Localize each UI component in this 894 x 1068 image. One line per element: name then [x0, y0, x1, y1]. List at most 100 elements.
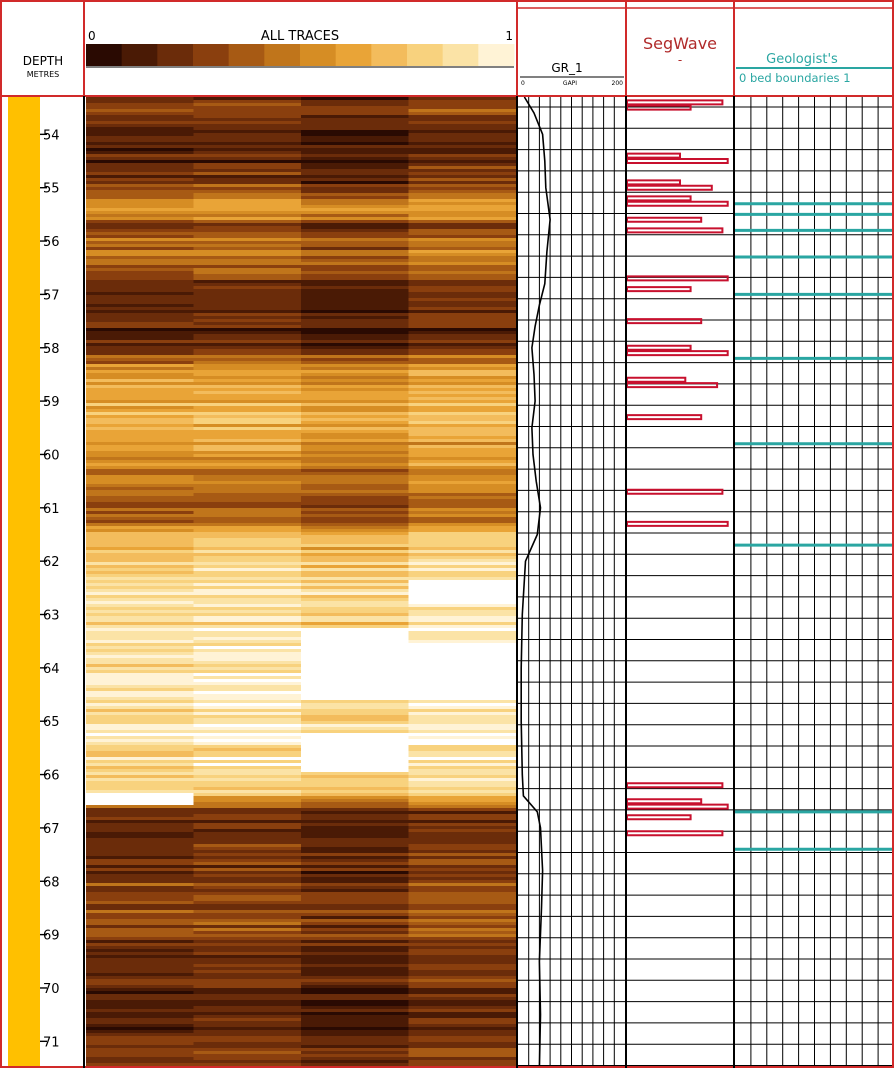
heatmap-cell [408, 544, 516, 548]
colorbar-cell [300, 44, 337, 66]
heatmap-cell [301, 442, 410, 446]
heatmap-cell [193, 166, 302, 170]
heatmap-cell [408, 1051, 516, 1055]
heatmap-cell [86, 1045, 195, 1049]
heatmap-cell [301, 778, 410, 782]
heatmap-cell [86, 601, 195, 605]
heatmap-cell [86, 850, 195, 854]
depth-tick-label: 69 [43, 929, 60, 944]
heatmap-cell [408, 379, 516, 383]
heatmap-cell [193, 916, 302, 920]
heatmap-cell [193, 229, 302, 233]
heatmap-cell [301, 151, 410, 155]
heatmap-cell [408, 658, 516, 662]
heatmap-cell [86, 1033, 195, 1037]
heatmap-cell [193, 232, 302, 236]
heatmap-cell [193, 244, 302, 248]
heatmap-cell [408, 553, 516, 557]
heatmap-cell [86, 751, 195, 755]
heatmap-cell [86, 838, 195, 842]
heatmap-cell [193, 397, 302, 401]
heatmap-cell [193, 874, 302, 878]
heatmap-cell [408, 970, 516, 974]
heatmap-cell [301, 736, 410, 740]
heatmap-cell [193, 241, 302, 245]
heatmap-cell [408, 607, 516, 611]
heatmap-cell [301, 325, 410, 329]
heatmap-cell [193, 172, 302, 176]
heatmap-cell [408, 754, 516, 758]
segwave-boundary [626, 227, 724, 234]
heatmap-cell [193, 664, 302, 668]
heatmap-cell [408, 400, 516, 404]
heatmap-cell [408, 640, 516, 644]
heatmap-cell [86, 472, 195, 476]
heatmap-cell [408, 238, 516, 242]
heatmap-cell [408, 697, 516, 701]
heatmap-cell [86, 907, 195, 911]
heatmap-cell [408, 277, 516, 281]
heatmap-cell [193, 790, 302, 794]
heatmap-cell [408, 721, 516, 725]
heatmap-cell [408, 556, 516, 560]
heatmap-cell [86, 421, 195, 425]
heatmap-cell [193, 460, 302, 464]
heatmap-cell [193, 316, 302, 320]
heatmap-cell [408, 259, 516, 263]
heatmap-cell [301, 742, 410, 746]
heatmap-cell [301, 241, 410, 245]
heatmap-cell [193, 838, 302, 842]
heatmap-cell [408, 1018, 516, 1022]
heatmap-cell [193, 901, 302, 905]
heatmap-cell [301, 868, 410, 872]
heatmap-cell [301, 976, 410, 980]
heatmap-cell [86, 238, 195, 242]
heatmap-cell [86, 1063, 195, 1067]
heatmap-cell [86, 346, 195, 350]
heatmap-cell [193, 982, 302, 986]
heatmap-cell [301, 532, 410, 536]
heatmap-cell [301, 511, 410, 515]
depth-tick-label: 56 [43, 235, 60, 250]
heatmap-cell [408, 634, 516, 638]
heatmap-cell [86, 937, 195, 941]
heatmap-cell [193, 940, 302, 944]
heatmap-cell [301, 427, 410, 431]
heatmap-cell [193, 604, 302, 608]
heatmap-cell [193, 931, 302, 935]
heatmap-cell [193, 301, 302, 305]
heatmap-cell [86, 340, 195, 344]
heatmap-cell [408, 394, 516, 398]
heatmap-cell [86, 739, 195, 743]
heatmap-cell [301, 682, 410, 686]
heatmap-cell [86, 511, 195, 515]
heatmap-cell [301, 499, 410, 503]
heatmap-cell [86, 475, 195, 479]
heatmap-cell [86, 988, 195, 992]
heatmap-cell [193, 490, 302, 494]
heatmap-cell [408, 883, 516, 887]
heatmap-cell [86, 745, 195, 749]
segwave-boundary [626, 318, 703, 325]
heatmap-cell [86, 109, 195, 113]
heatmap-cell [193, 889, 302, 893]
heatmap-cell [86, 337, 195, 341]
heatmap-cell [408, 928, 516, 932]
heatmap-cell [301, 604, 410, 608]
heatmap-cell [193, 355, 302, 359]
heatmap-cell [301, 622, 410, 626]
heatmap-cell [408, 613, 516, 617]
heatmap-cell [86, 349, 195, 353]
depth-tick-label: 62 [43, 555, 60, 570]
heatmap-cell [193, 217, 302, 221]
heatmap-cell [86, 364, 195, 368]
heatmap-cell [193, 1030, 302, 1034]
colorbar-cell [442, 44, 479, 66]
heatmap-cell [86, 841, 195, 845]
heatmap-cell [301, 541, 410, 545]
heatmap-cell [193, 568, 302, 572]
heatmap-cell [193, 880, 302, 884]
heatmap-cell [193, 793, 302, 797]
heatmap-cell [408, 925, 516, 929]
